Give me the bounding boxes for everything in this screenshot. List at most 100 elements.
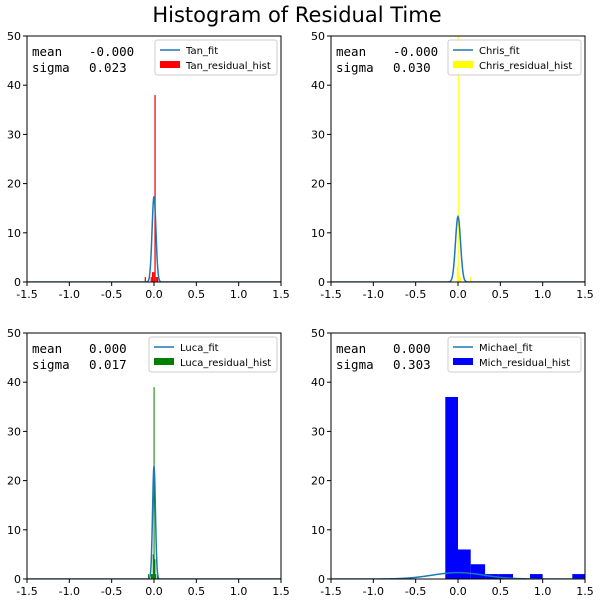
sigma-value: 0.303	[393, 357, 431, 372]
hist-bar	[458, 549, 471, 579]
hist-bar	[469, 277, 471, 282]
y-tick-label: 40	[7, 376, 21, 389]
y-tick-label: 40	[7, 79, 21, 92]
sigma-label: sigma	[336, 60, 374, 75]
hist-bar	[151, 574, 153, 579]
x-tick-label: 1.5	[272, 585, 290, 598]
stats-sigma: sigma 0.023	[32, 60, 127, 75]
x-tick-label: 0.5	[492, 288, 510, 301]
y-tick-label: 50	[7, 30, 21, 43]
x-tick-label: 1.0	[534, 288, 552, 301]
subplot-3: -1.5 -1.0 -0.5 0.0 0.5 1.0 1.5 0 10 20 30 40 50 mean 0…	[7, 327, 290, 598]
fit-line	[331, 214, 585, 282]
legend-hist-swatch	[154, 358, 174, 365]
legend-box	[447, 39, 582, 76]
x-tick-label: 0.0	[449, 585, 467, 598]
hist-bar	[150, 277, 152, 282]
sigma-label: sigma	[32, 357, 70, 372]
mean-value: 0.000	[393, 341, 431, 356]
legend-fit-label: Chris_fit	[479, 46, 520, 57]
legend-hist-label: Luca_residual_hist	[180, 358, 271, 369]
hist-bar	[459, 277, 461, 282]
hist-bar	[572, 574, 585, 579]
legend-fit-label: Luca_fit	[180, 343, 219, 354]
mean-value: -0.000	[393, 44, 438, 59]
plot-area	[27, 387, 281, 579]
legend-hist-swatch	[160, 61, 180, 68]
sigma-value: 0.023	[89, 60, 127, 75]
sigma-label: sigma	[32, 60, 70, 75]
subplot-4: -1.5 -1.0 -0.5 0.0 0.5 1.0 1.5 0 10 20 30 40 50 mean 0…	[311, 327, 594, 598]
legend-box	[154, 39, 278, 76]
x-tick-label: 1.0	[230, 288, 248, 301]
fit-line	[27, 196, 281, 282]
legend-hist-swatch	[453, 358, 473, 365]
fit-line	[27, 465, 281, 579]
y-tick-label: 10	[311, 524, 325, 537]
y-tick-label: 50	[7, 327, 21, 340]
y-tick-label: 30	[7, 128, 21, 141]
x-tick-label: -0.5	[405, 288, 426, 301]
hist-bar	[148, 574, 150, 579]
x-tick-label: -1.5	[16, 288, 37, 301]
y-tick-label: 20	[311, 178, 325, 191]
legend-fit-label: Michael_fit	[479, 343, 533, 354]
x-tick-label: 0.0	[145, 288, 163, 301]
x-tick-label: -0.5	[405, 585, 426, 598]
y-tick-label: 0	[318, 573, 325, 586]
x-tick-label: 1.5	[576, 288, 594, 301]
stats-sigma: sigma 0.303	[336, 357, 431, 372]
plot-area	[331, 396, 585, 579]
mean-label: mean	[32, 44, 62, 59]
stats-mean: mean 0.000	[32, 341, 127, 356]
y-tick-label: 40	[311, 79, 325, 92]
legend-hist-label: Mich_residual_hist	[479, 358, 570, 369]
hist-bar	[155, 574, 157, 579]
y-tick-label: 0	[14, 573, 21, 586]
legend: Tan_fit Tan_residual_hist	[154, 39, 278, 76]
hist-bar	[457, 36, 459, 282]
legend: Michael_fit Mich_residual_hist	[447, 336, 582, 373]
legend-box	[447, 336, 582, 373]
mean-label: mean	[336, 341, 366, 356]
legend-box	[148, 336, 278, 373]
x-tick-label: -1.0	[363, 288, 384, 301]
y-tick-label: 0	[318, 276, 325, 289]
legend-hist-label: Tan_residual_hist	[185, 61, 271, 72]
x-tick-label: 1.5	[272, 288, 290, 301]
x-tick-label: -0.5	[101, 288, 122, 301]
hist-bar	[155, 277, 157, 282]
hist-bar	[144, 277, 146, 282]
subplot-2: -1.5 -1.0 -0.5 0.0 0.5 1.0 1.5 0 10 20 30 40 50 mean -…	[311, 30, 594, 301]
sigma-value: 0.017	[89, 357, 127, 372]
plot-area	[331, 36, 585, 282]
mean-value: -0.000	[89, 44, 134, 59]
hist-bar	[156, 277, 159, 282]
x-tick-label: -1.0	[59, 288, 80, 301]
hist-bar	[470, 564, 486, 579]
stats-sigma: sigma 0.017	[32, 357, 127, 372]
x-tick-label: 0.0	[145, 585, 163, 598]
hist-bar	[456, 267, 458, 282]
figure-title: Histogram of Residual Time	[152, 3, 441, 27]
stats-mean: mean -0.000	[32, 44, 134, 59]
sigma-value: 0.030	[393, 60, 431, 75]
x-tick-label: 0.5	[188, 585, 206, 598]
stats-mean: mean -0.000	[336, 44, 438, 59]
x-tick-label: 1.5	[576, 585, 594, 598]
x-tick-label: 1.0	[230, 585, 248, 598]
x-tick-label: 1.0	[534, 585, 552, 598]
y-tick-label: 10	[311, 227, 325, 240]
mean-label: mean	[336, 44, 366, 59]
x-tick-label: 0.5	[188, 288, 206, 301]
subplot-1: -1.5 -1.0 -0.5 0.0 0.5 1.0 1.5 0 10 20 30 40 50 mean -…	[7, 30, 290, 301]
mean-value: 0.000	[89, 341, 127, 356]
y-tick-label: 10	[7, 524, 21, 537]
hist-bar	[154, 559, 156, 579]
legend-hist-label: Chris_residual_hist	[479, 61, 572, 72]
y-tick-label: 50	[311, 30, 325, 43]
hist-bar	[445, 396, 458, 579]
x-tick-label: 0.0	[449, 288, 467, 301]
legend-fit-label: Tan_fit	[185, 46, 218, 57]
hist-bar	[151, 574, 153, 579]
